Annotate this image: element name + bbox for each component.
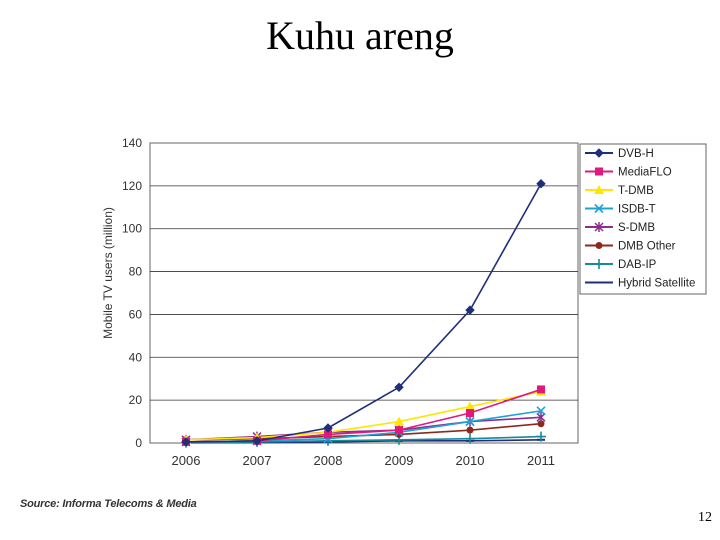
legend-label: MediaFLO <box>618 167 672 179</box>
data-point-dvb-h <box>323 423 333 433</box>
legend-item-isdb-t: ISDB-T <box>585 204 656 216</box>
legend-marker <box>595 242 603 249</box>
x-tick-label: 2011 <box>527 453 555 468</box>
legend-item-hybrid-satellite: Hybrid Satellite <box>585 278 695 290</box>
slide-title: Kuhu areng <box>266 13 454 58</box>
gridlines <box>150 185 578 401</box>
legend-marker <box>594 222 604 232</box>
data-point-mediaflo <box>395 426 403 435</box>
y-tick-label: 80 <box>129 265 143 279</box>
series-dvb-h <box>181 179 546 447</box>
y-tick-label: 120 <box>122 179 142 193</box>
legend-label: DMB Other <box>618 241 676 253</box>
legend-marker <box>594 203 604 214</box>
legend-marker <box>594 259 604 269</box>
series-line-dab-ip <box>185 435 542 444</box>
data-point-dvb-h <box>465 305 475 315</box>
y-tick-label: 20 <box>129 393 143 407</box>
legend-label: ISDB-T <box>618 204 656 216</box>
y-tick-label: 60 <box>129 307 143 321</box>
series-line-dvb-h <box>185 183 542 443</box>
legend-label: T-DMB <box>618 185 654 197</box>
data-point-t-dmb <box>394 416 404 426</box>
legend-item-mediaflo: MediaFLO <box>585 167 672 179</box>
y-tick-label: 0 <box>135 436 142 450</box>
legend-item-dvb-h: DVB-H <box>585 148 654 160</box>
x-axis-ticks: 2006 2007 2008 2009 2010 2011 <box>172 453 555 468</box>
legend-label: S-DMB <box>618 222 655 234</box>
legend-marker <box>595 167 603 176</box>
data-point-dab-ip <box>465 433 475 444</box>
data-point-dab-ip <box>536 431 546 442</box>
legend: DVB-H MediaFLO T-DMB ISDB-T S-DMB DMB Other DA… <box>579 143 707 295</box>
data-point-mediaflo <box>537 385 545 394</box>
y-tick-label: 140 <box>122 136 142 150</box>
data-point-t-dmb <box>465 401 475 411</box>
x-tick-label: 2010 <box>456 453 485 468</box>
series-line-t-dmb <box>185 390 542 441</box>
data-point-dvb-h <box>252 436 262 446</box>
legend-item-t-dmb: T-DMB <box>585 185 654 197</box>
legend-item-dmb-other: DMB Other <box>585 241 676 253</box>
series-line-s-dmb <box>185 416 542 441</box>
data-point-dvb-h <box>394 382 404 392</box>
data-point-dvb-h <box>181 437 191 447</box>
series-lines <box>181 179 546 448</box>
x-tick-label: 2007 <box>243 453 272 468</box>
data-point-dmb-other <box>466 426 474 434</box>
legend-marker <box>594 148 604 158</box>
plot-border <box>149 142 579 444</box>
legend-marker <box>595 281 603 284</box>
y-axis-ticks: 0 20 40 60 80 100 120 140 <box>122 136 142 450</box>
page-number: 12 <box>698 510 712 525</box>
legend-label: DAB-IP <box>618 259 657 271</box>
x-tick-label: 2008 <box>314 453 343 468</box>
legend-label: DVB-H <box>618 148 654 160</box>
legend-item-dab-ip: DAB-IP <box>585 259 657 271</box>
legend-marker <box>594 185 604 194</box>
y-axis-label: Mobile TV users (million) <box>101 207 115 339</box>
source-note: Source: Informa Telecoms & Media <box>20 498 197 510</box>
data-point-dmb-other <box>537 420 545 428</box>
x-tick-label: 2006 <box>172 453 201 468</box>
y-tick-label: 100 <box>122 222 142 236</box>
x-tick-label: 2009 <box>385 453 414 468</box>
plot-area <box>149 142 579 444</box>
legend-label: Hybrid Satellite <box>618 278 695 290</box>
data-point-dvb-h <box>536 179 546 189</box>
data-point-isdb-t <box>465 417 475 427</box>
data-point-mediaflo <box>324 430 332 439</box>
y-tick-label: 40 <box>129 350 143 364</box>
data-point-isdb-t <box>536 406 546 416</box>
legend-item-s-dmb: S-DMB <box>585 222 655 234</box>
data-point-mediaflo <box>466 409 474 417</box>
